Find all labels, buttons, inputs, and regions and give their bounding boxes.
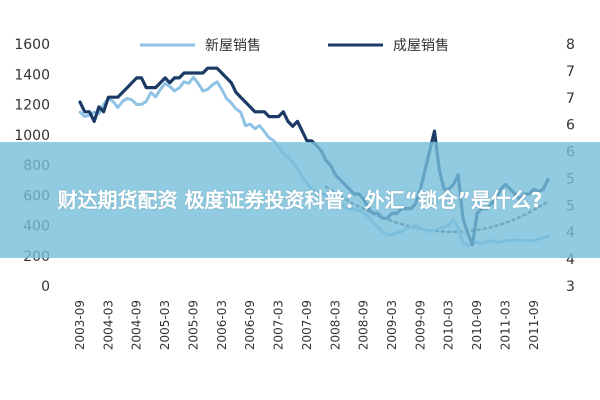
x-tick-label: 2009-03 bbox=[385, 300, 399, 350]
title-overlay-banner: 财达期货配资 极度证券投资科普：外汇“锁仓”是什么? bbox=[0, 142, 600, 258]
y-left-tick-label: 1000 bbox=[14, 128, 50, 144]
y-right-tick-label: 7 bbox=[566, 64, 575, 80]
x-tick-label: 2011-03 bbox=[498, 300, 512, 350]
overlay-title: 财达期货配资 极度证券投资科普：外汇“锁仓”是什么? bbox=[57, 188, 543, 212]
x-tick-label: 2011-09 bbox=[527, 300, 541, 350]
y-right-tick-label: 8 bbox=[566, 37, 575, 53]
x-tick-label: 2005-09 bbox=[186, 300, 200, 350]
x-tick-label: 2005-03 bbox=[158, 300, 172, 350]
x-tick-label: 2003-09 bbox=[73, 300, 87, 350]
chart-legend: 新屋销售 成屋销售 bbox=[140, 38, 449, 54]
legend-label-existing-home-sales: 成屋销售 bbox=[393, 38, 449, 54]
x-tick-label: 2009-09 bbox=[413, 300, 427, 350]
x-tick-label: 2010-09 bbox=[470, 300, 484, 350]
x-tick-label: 2008-09 bbox=[357, 300, 371, 350]
x-tick-label: 2007-03 bbox=[272, 300, 286, 350]
x-tick-label: 2007-09 bbox=[300, 300, 314, 350]
y-right-tick-label: 3 bbox=[566, 279, 575, 295]
x-tick-label: 2006-09 bbox=[243, 300, 257, 350]
x-tick-label: 2006-03 bbox=[215, 300, 229, 350]
x-tick-label: 2004-09 bbox=[130, 300, 144, 350]
y-left-tick-label: 1400 bbox=[14, 67, 50, 83]
y-right-tick-label: 4 bbox=[566, 252, 575, 268]
x-tick-label: 2010-03 bbox=[442, 300, 456, 350]
y-left-tick-label: 0 bbox=[41, 279, 50, 295]
legend-label-new-home-sales: 新屋销售 bbox=[205, 38, 261, 54]
y-left-tick-label: 1600 bbox=[14, 37, 50, 53]
y-left-tick-label: 1200 bbox=[14, 98, 50, 114]
x-tick-label: 2008-03 bbox=[328, 300, 342, 350]
x-axis: 2003-09 2004-03 2004-09 2005-03 2005-09 2006-… bbox=[73, 300, 541, 350]
y-right-tick-label: 7 bbox=[566, 91, 575, 107]
x-tick-label: 2004-03 bbox=[101, 300, 115, 350]
y-right-tick-label: 6 bbox=[566, 118, 575, 134]
